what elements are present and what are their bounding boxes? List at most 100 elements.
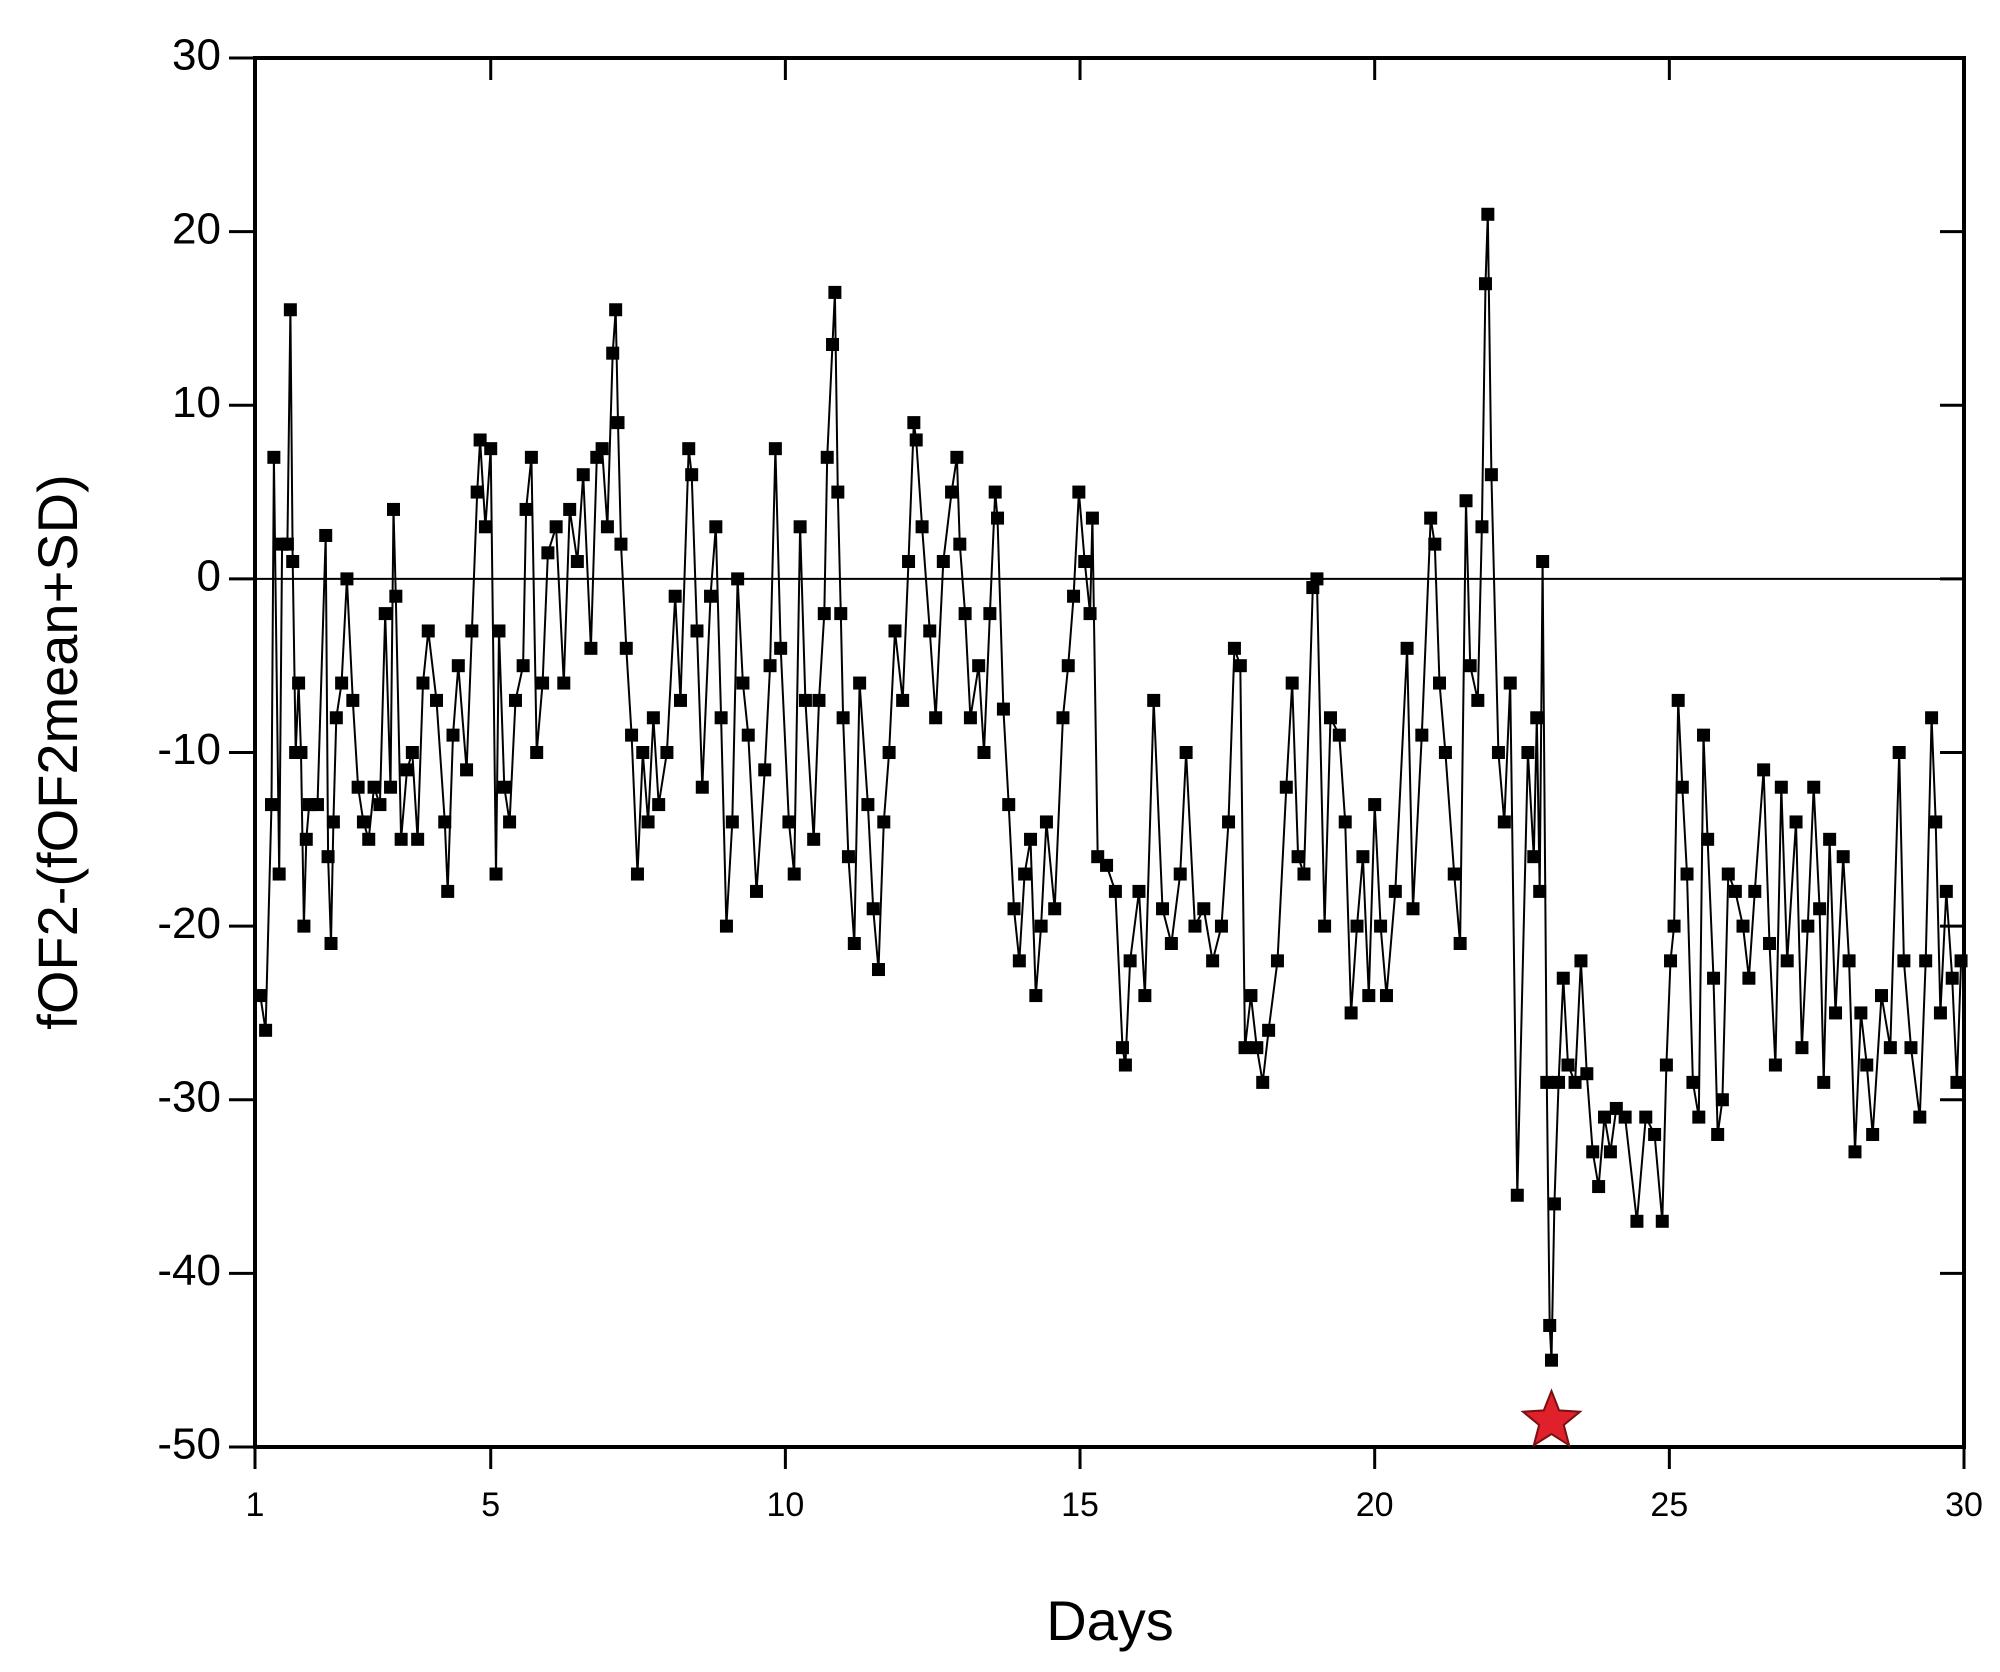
data-point — [1763, 936, 1777, 950]
data-point — [831, 485, 845, 499]
data-point — [652, 798, 666, 812]
data-point — [673, 693, 687, 707]
data-point — [763, 659, 777, 673]
series-line — [259, 214, 1963, 1361]
data-point — [519, 502, 533, 516]
y-tick-label: -40 — [157, 1246, 221, 1295]
data-point — [1227, 641, 1241, 655]
data-point — [660, 746, 674, 759]
data-point — [1711, 1127, 1725, 1141]
data-point — [817, 607, 831, 621]
data-point — [1580, 1067, 1594, 1081]
data-point — [451, 659, 465, 673]
data-point — [473, 433, 487, 447]
data-point — [1438, 746, 1452, 759]
data-point — [983, 607, 997, 621]
data-point — [945, 485, 959, 499]
data-point — [329, 711, 343, 725]
data-point — [1883, 1041, 1897, 1055]
data-point — [508, 693, 522, 707]
data-point — [820, 450, 834, 464]
data-point — [1115, 1041, 1129, 1055]
data-point — [1807, 780, 1821, 794]
data-point — [1072, 485, 1086, 499]
data-point — [362, 832, 376, 846]
data-point — [319, 528, 333, 542]
data-point — [750, 884, 764, 898]
data-point — [758, 763, 772, 777]
data-point — [1350, 919, 1364, 933]
data-point — [1774, 780, 1788, 794]
data-point — [1603, 1145, 1617, 1159]
data-point — [915, 520, 929, 534]
data-point — [416, 676, 430, 690]
data-point — [798, 693, 812, 707]
data-point — [1002, 798, 1016, 812]
data-point — [1012, 954, 1026, 968]
data-point — [1823, 832, 1837, 846]
data-point — [1132, 884, 1146, 898]
x-tick-label: 30 — [1945, 1486, 1983, 1524]
data-point — [725, 815, 739, 829]
data-point — [1547, 1197, 1561, 1211]
data-point — [1866, 1127, 1880, 1141]
data-point — [1400, 641, 1414, 655]
data-point — [958, 607, 972, 621]
data-point — [1701, 832, 1715, 846]
data-point — [441, 884, 455, 898]
x-tick-label: 15 — [1061, 1486, 1099, 1524]
data-point — [465, 624, 479, 638]
data-point — [1138, 989, 1152, 1003]
data-point — [996, 702, 1010, 716]
data-point — [1842, 954, 1856, 968]
data-point — [1536, 555, 1550, 569]
data-point — [826, 337, 840, 351]
data-point — [1680, 867, 1694, 881]
data-point — [1214, 919, 1228, 933]
data-point — [871, 963, 885, 977]
data-point — [1475, 520, 1489, 534]
data-point — [1503, 676, 1517, 690]
data-point — [497, 780, 511, 794]
data-point — [1029, 989, 1043, 1003]
data-point — [1736, 919, 1750, 933]
data-point — [1083, 607, 1097, 621]
data-point — [400, 763, 414, 777]
data-point — [1118, 1058, 1132, 1072]
data-point — [609, 303, 623, 317]
data-point — [1527, 850, 1541, 864]
data-point — [977, 746, 991, 759]
y-tick-label: 10 — [172, 378, 221, 427]
data-point — [286, 555, 300, 569]
data-point — [1318, 919, 1332, 933]
data-point — [1123, 954, 1137, 968]
data-point — [563, 502, 577, 516]
data-point — [389, 589, 403, 603]
x-tick-label: 20 — [1356, 1486, 1394, 1524]
data-point — [470, 485, 484, 499]
data-point — [1561, 1058, 1575, 1072]
data-point — [1379, 989, 1393, 1003]
data-point — [324, 936, 338, 950]
data-point — [1297, 867, 1311, 881]
data-point — [741, 728, 755, 742]
x-tick-label: 5 — [481, 1486, 500, 1524]
data-point — [1250, 1041, 1264, 1055]
data-point — [1913, 1110, 1927, 1124]
data-point — [1447, 867, 1461, 881]
x-tick-label: 1 — [246, 1486, 265, 1524]
data-point — [841, 850, 855, 864]
data-point — [1374, 919, 1388, 933]
data-point — [972, 659, 986, 673]
data-point — [1100, 858, 1114, 872]
plot-frame — [253, 56, 1966, 1449]
data-point — [1533, 884, 1547, 898]
data-point — [378, 607, 392, 621]
data-point — [1586, 1145, 1600, 1159]
data-point — [1356, 850, 1370, 864]
data-point — [1919, 954, 1933, 968]
data-point — [299, 832, 313, 846]
data-point — [768, 442, 782, 456]
data-point — [595, 442, 609, 456]
